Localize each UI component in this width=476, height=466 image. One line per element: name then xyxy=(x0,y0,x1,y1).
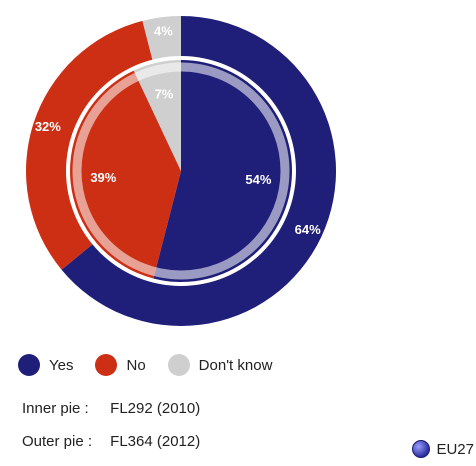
outer-pie-value: FL364 (2012) xyxy=(110,433,201,450)
eu27-label: EU27 xyxy=(436,440,474,458)
eu27-badge: EU27 xyxy=(412,440,474,458)
outer-pie-note: Outer pie : FL364 (2012) xyxy=(22,433,200,450)
legend-item-no: No xyxy=(95,354,146,376)
eu-globe-icon xyxy=(412,440,431,458)
inner-slice-yes xyxy=(153,60,292,282)
legend-swatch-no xyxy=(95,354,118,376)
legend-label-dont-know: Don't know xyxy=(198,356,273,374)
inner-label-no: 39% xyxy=(90,170,116,185)
legend-item-yes: Yes xyxy=(18,354,73,376)
inner-ring-band xyxy=(72,62,290,280)
chart-legend: Yes No Don't know xyxy=(18,354,294,376)
legend-label-no: No xyxy=(126,356,146,374)
legend-swatch-yes xyxy=(18,354,40,376)
outer-pie-key: Outer pie : xyxy=(22,433,93,450)
legend-swatch-dont-know xyxy=(167,354,190,376)
legend-item-dont-know: Don't know xyxy=(167,354,273,376)
inner-pie-note: Inner pie : FL292 (2010) xyxy=(22,400,200,417)
inner-pie-value: FL292 (2010) xyxy=(110,400,201,417)
outer-label-no: 32% xyxy=(35,119,61,134)
outer-label-dont-know: 4% xyxy=(154,24,173,39)
donut-chart: 64% 32% 4% 54% 39% 7% xyxy=(25,16,336,326)
outer-label-yes: 64% xyxy=(295,222,321,237)
inner-label-dont-know: 7% xyxy=(155,86,174,101)
legend-label-yes: Yes xyxy=(49,356,74,374)
inner-pie-key: Inner pie : xyxy=(22,400,89,417)
inner-label-yes: 54% xyxy=(245,172,271,187)
inner-slice-dont-know xyxy=(133,60,181,171)
